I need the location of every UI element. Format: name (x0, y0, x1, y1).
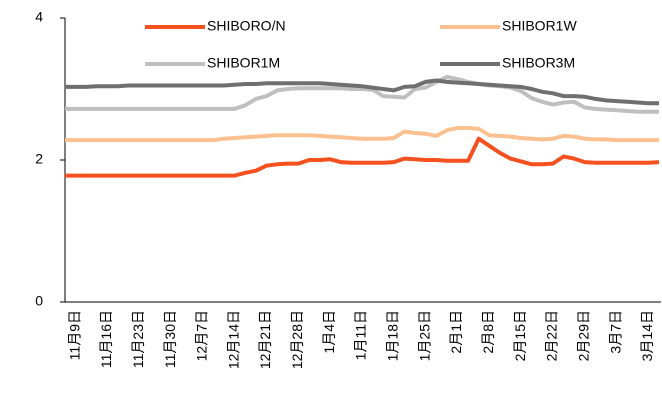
y-tick-label: 4 (35, 9, 43, 25)
x-tick-label: 11月9日 (66, 310, 82, 360)
x-tick-label: 12月7日 (194, 310, 210, 361)
x-tick-label: 11月16日 (98, 310, 114, 368)
series-line (65, 126, 659, 143)
x-tick-label: 2月1日 (448, 310, 464, 354)
x-tick-label: 12月21日 (257, 310, 273, 369)
x-tick-label: 3月7日 (607, 310, 623, 354)
series-line (65, 78, 659, 106)
x-tick-label: 1月25日 (416, 310, 432, 361)
y-tick-label: 2 (35, 151, 43, 167)
legend-label: SHIBOR1W (502, 18, 577, 34)
x-tick-label: 2月15日 (512, 310, 528, 361)
x-tick-label: 2月8日 (480, 310, 496, 354)
legend-label: SHIBORO/N (207, 18, 286, 34)
series-line (65, 74, 659, 114)
x-tick-label: 3月14日 (639, 310, 655, 361)
x-tick-label: 2月22日 (544, 310, 560, 361)
legend-label: SHIBOR1M (207, 55, 280, 71)
series-line (65, 136, 660, 178)
x-tick-label: 2月29日 (575, 310, 591, 361)
x-tick-label: 11月23日 (130, 310, 146, 368)
y-tick-label: 0 (35, 293, 43, 309)
x-tick-label: 1月18日 (385, 310, 401, 361)
x-tick-label: 1月4日 (321, 310, 337, 354)
x-tick-label: 12月28日 (289, 310, 305, 369)
x-tick-label: 11月30日 (162, 310, 178, 368)
x-tick-label: 12月14日 (225, 310, 241, 369)
x-tick-label: 1月11日 (353, 310, 369, 360)
legend-label: SHIBOR3M (502, 55, 575, 71)
